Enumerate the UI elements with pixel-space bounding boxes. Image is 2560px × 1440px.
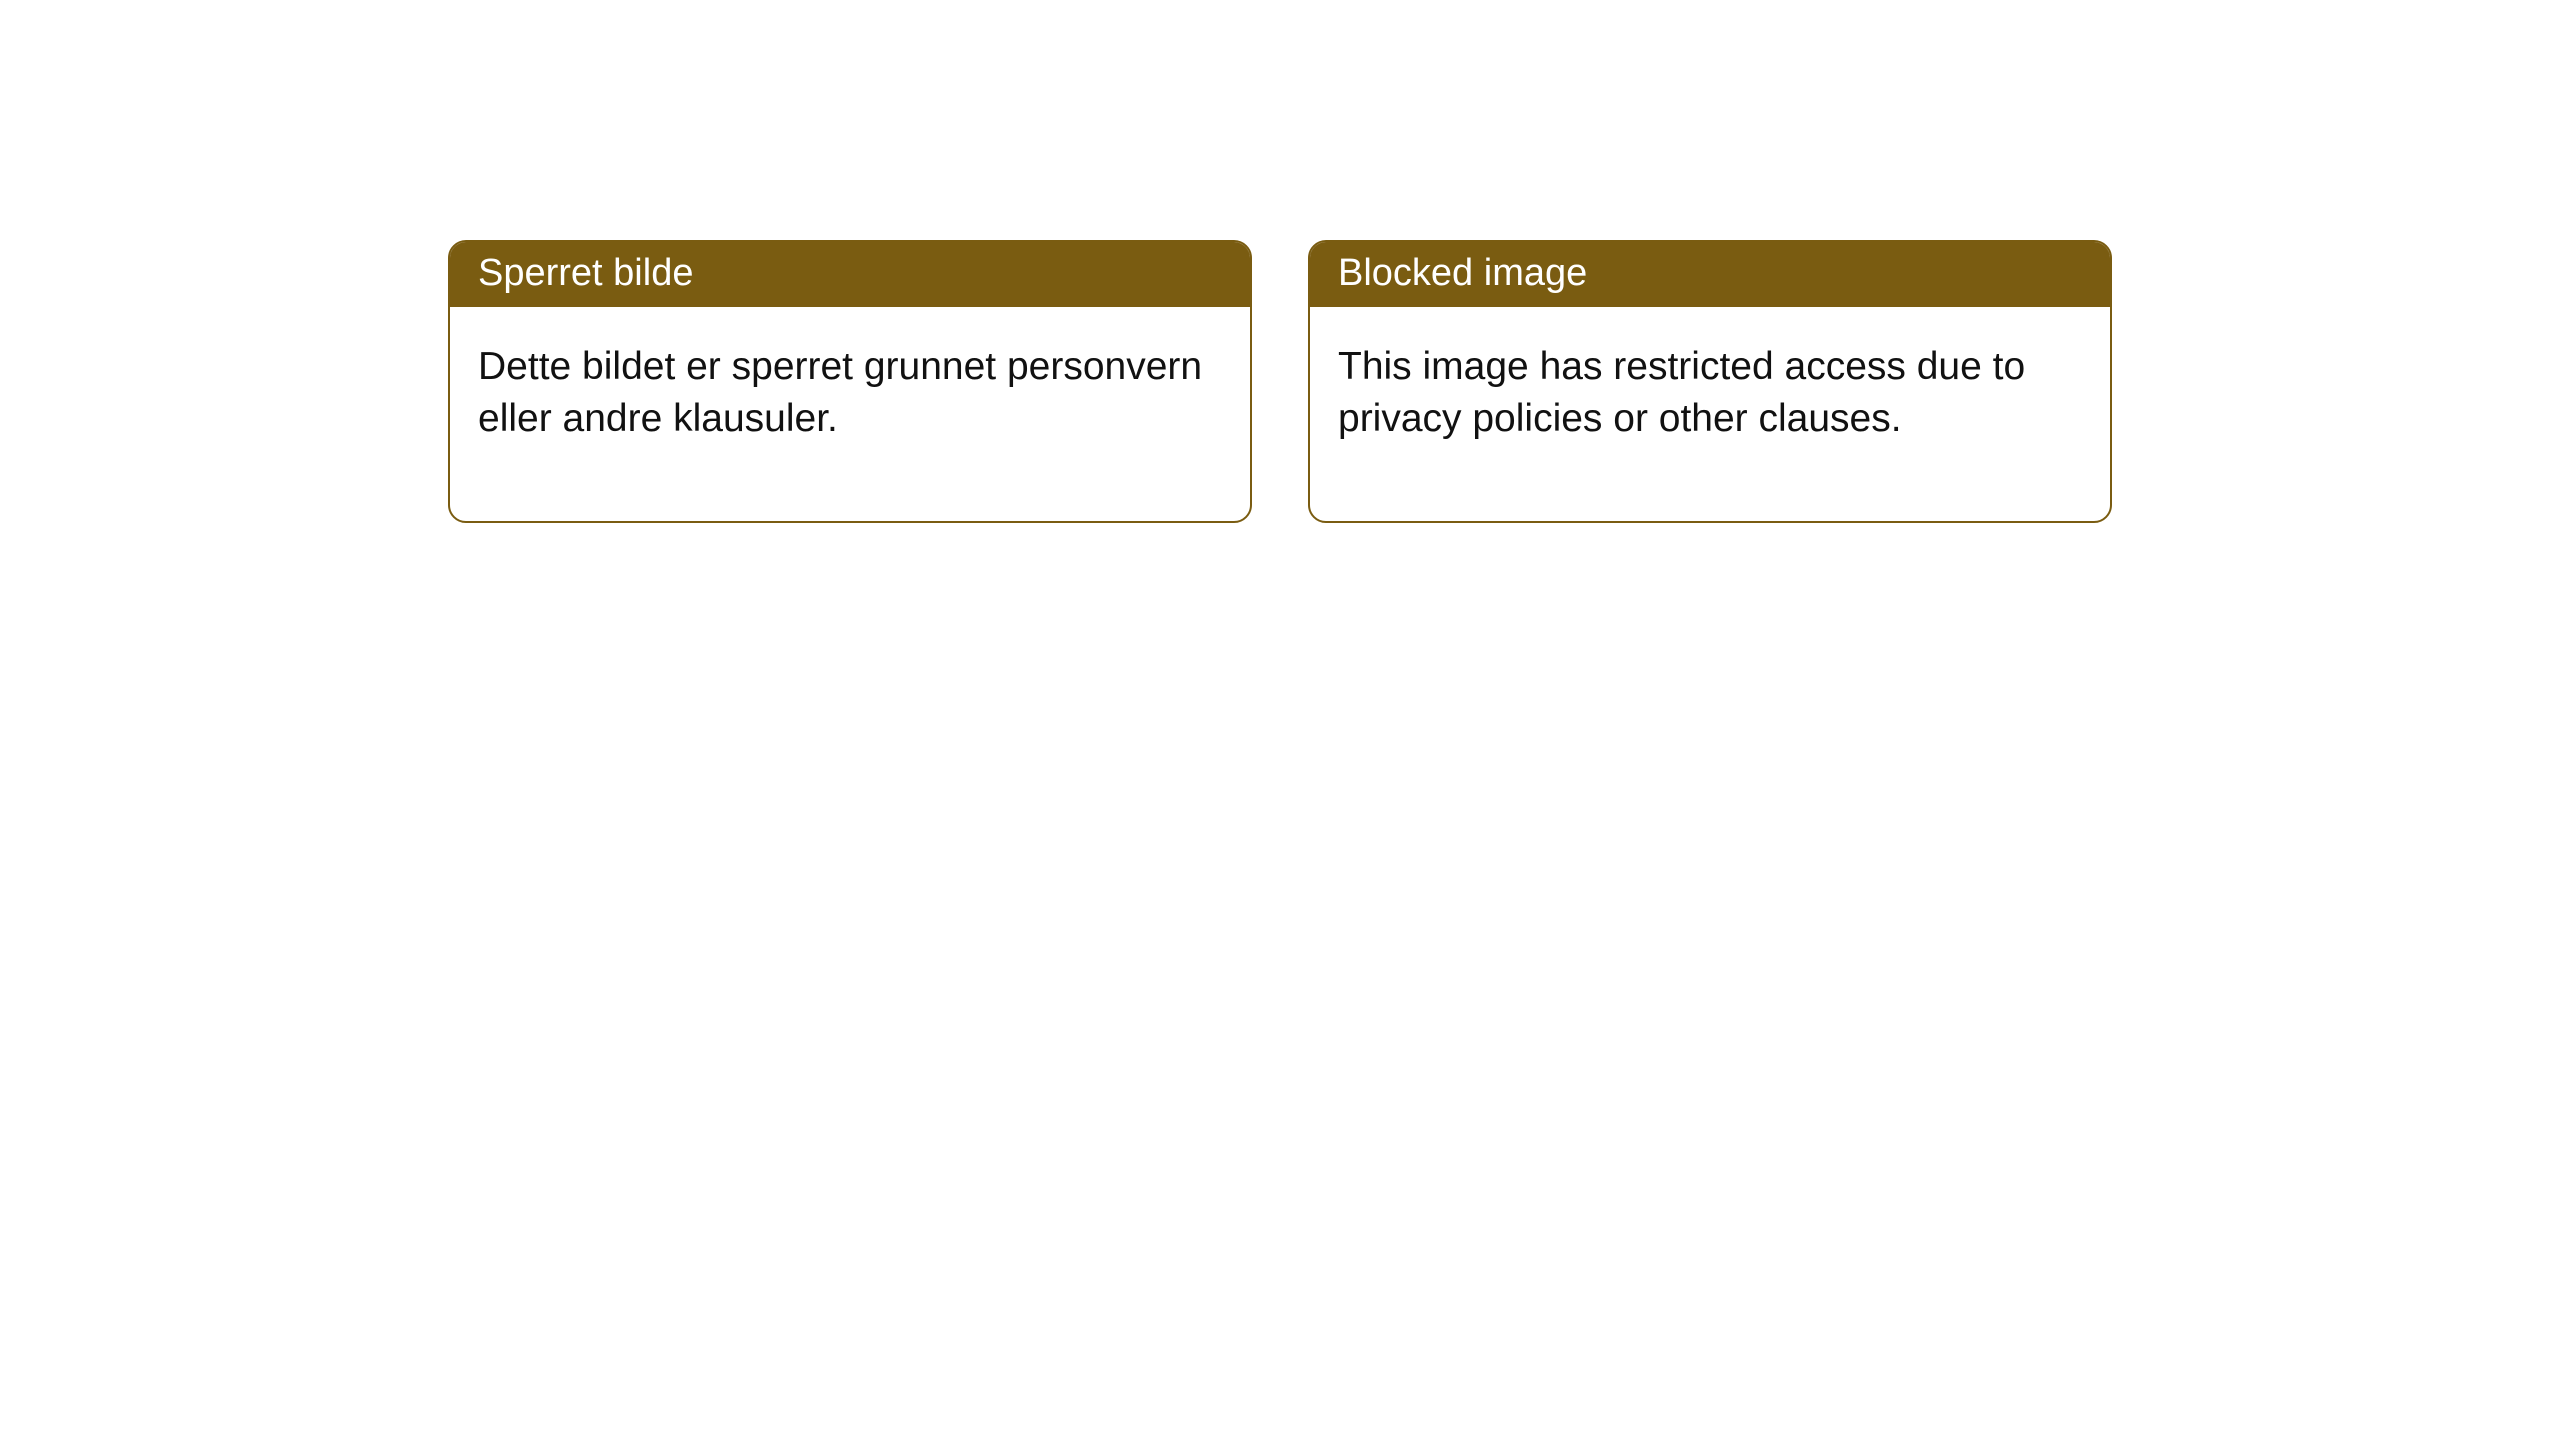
notice-body: Dette bildet er sperret grunnet personve…: [450, 307, 1250, 521]
notice-title: Blocked image: [1310, 242, 2110, 307]
notice-card-english: Blocked image This image has restricted …: [1308, 240, 2112, 523]
notice-container: Sperret bilde Dette bildet er sperret gr…: [0, 0, 2560, 523]
notice-body: This image has restricted access due to …: [1310, 307, 2110, 521]
notice-title: Sperret bilde: [450, 242, 1250, 307]
notice-card-norwegian: Sperret bilde Dette bildet er sperret gr…: [448, 240, 1252, 523]
